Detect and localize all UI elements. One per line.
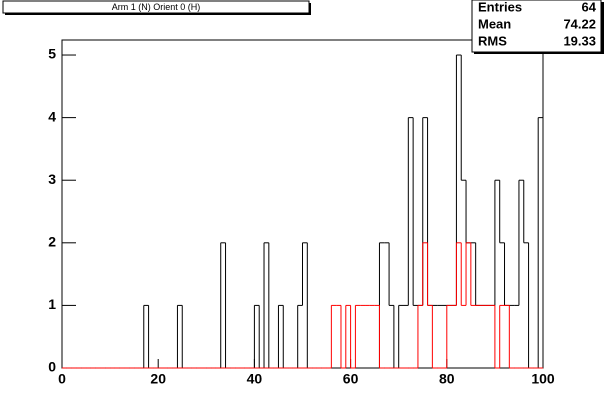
- x-tick-label: 0: [58, 371, 66, 387]
- stats-box: [471, 0, 602, 53]
- y-tick-label: 0: [48, 359, 56, 375]
- stats-label: Entries: [478, 0, 522, 14]
- y-tick-label: 5: [48, 46, 56, 62]
- y-tick-label: 3: [48, 171, 56, 187]
- x-tick-label: 20: [150, 371, 166, 387]
- y-tick-label: 1: [48, 296, 56, 312]
- title-box: [2, 0, 310, 14]
- x-tick-label: 60: [343, 371, 359, 387]
- stats-value: 64: [582, 0, 597, 14]
- stats-value: 19.33: [563, 33, 596, 48]
- x-tick-label: 80: [439, 371, 455, 387]
- x-tick-label: 100: [531, 371, 555, 387]
- x-tick-label: 40: [247, 371, 263, 387]
- stats-value: 74.22: [563, 16, 596, 31]
- frame: [61, 39, 544, 369]
- chart-title: Arm 1 (N) Orient 0 (H): [112, 2, 201, 12]
- y-tick-label: 2: [48, 234, 56, 250]
- stats-label: Mean: [478, 16, 511, 31]
- stats-label: RMS: [478, 33, 507, 48]
- y-tick-label: 4: [48, 108, 56, 124]
